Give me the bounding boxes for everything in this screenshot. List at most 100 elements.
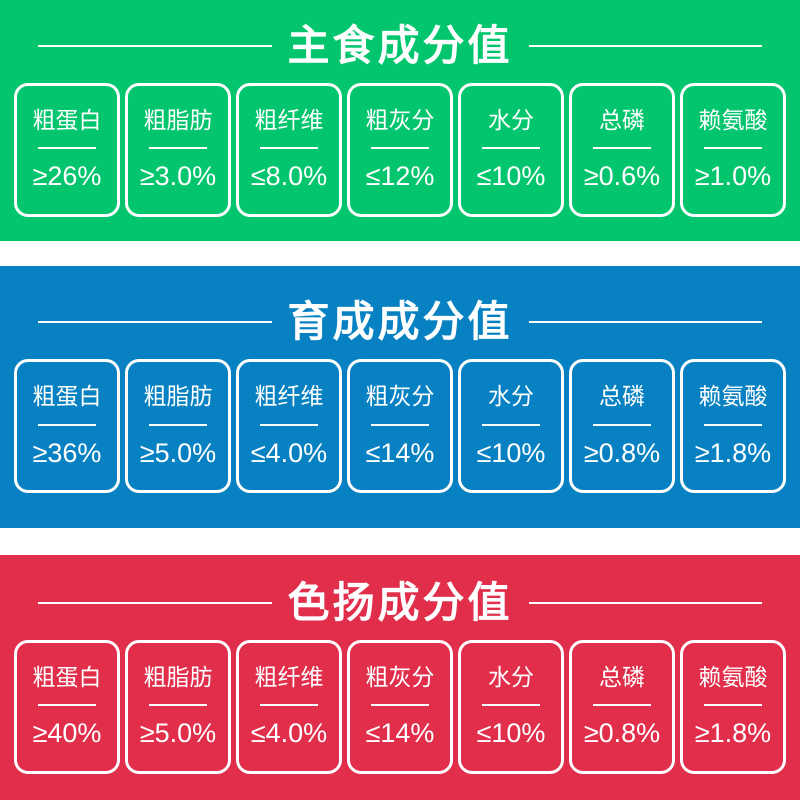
nutrient-label: 粗灰分 bbox=[365, 383, 435, 410]
nutrient-card-lysine: 赖氨酸 ≥1.8% bbox=[680, 639, 786, 774]
nutrient-card-crude-protein: 粗蛋白 ≥36% bbox=[14, 359, 120, 493]
nutrient-card-moisture: 水分 ≤10% bbox=[458, 359, 564, 493]
panel-title: 色扬成分值 bbox=[287, 578, 513, 626]
title-rule-right bbox=[528, 44, 763, 47]
nutrient-value: ≥1.8% bbox=[694, 718, 772, 749]
nutrient-label: 粗蛋白 bbox=[32, 663, 102, 690]
panel-color-enhancing: 色扬成分值 粗蛋白 ≥40% 粗脂肪 ≥5.0% 粗纤维 ≤4.0% 粗灰分 bbox=[0, 555, 800, 800]
nutrient-card-crude-protein: 粗蛋白 ≥26% bbox=[14, 82, 120, 217]
nutrient-card-crude-protein: 粗蛋白 ≥40% bbox=[14, 639, 120, 774]
nutrient-label: 总磷 bbox=[599, 383, 645, 410]
nutrient-label: 粗脂肪 bbox=[143, 383, 213, 410]
card-divider bbox=[371, 704, 429, 707]
nutrient-value: ≤14% bbox=[365, 718, 435, 749]
nutrient-value: ≥40% bbox=[32, 718, 102, 749]
cards-row: 粗蛋白 ≥36% 粗脂肪 ≥5.0% 粗纤维 ≤4.0% 粗灰分 ≤14% 水分 bbox=[14, 359, 786, 493]
nutrient-card-crude-fiber: 粗纤维 ≤8.0% bbox=[236, 82, 342, 217]
nutrient-value: ≤14% bbox=[365, 437, 435, 468]
title-rule-left bbox=[38, 601, 272, 604]
card-divider bbox=[704, 704, 762, 707]
nutrient-label: 粗灰分 bbox=[365, 106, 435, 133]
nutrient-card-crude-ash: 粗灰分 ≤12% bbox=[347, 82, 453, 217]
nutrient-label: 赖氨酸 bbox=[698, 663, 768, 690]
nutrient-label: 赖氨酸 bbox=[698, 383, 768, 410]
nutrient-value: ≤8.0% bbox=[250, 161, 328, 192]
nutrient-label: 水分 bbox=[488, 663, 534, 690]
panel-growth: 育成成分值 粗蛋白 ≥36% 粗脂肪 ≥5.0% 粗纤维 ≤4.0% 粗灰分 bbox=[0, 266, 800, 528]
card-divider bbox=[149, 423, 207, 426]
nutrient-value: ≥5.0% bbox=[139, 718, 217, 749]
nutrient-value: ≤10% bbox=[476, 718, 546, 749]
nutrient-label: 赖氨酸 bbox=[698, 106, 768, 133]
nutrient-value: ≥1.0% bbox=[694, 161, 772, 192]
card-divider bbox=[704, 147, 762, 150]
card-divider bbox=[593, 147, 651, 150]
card-divider bbox=[593, 423, 651, 426]
panel-title: 主食成分值 bbox=[287, 21, 513, 69]
nutrient-card-crude-fiber: 粗纤维 ≤4.0% bbox=[236, 639, 342, 774]
nutrient-label: 水分 bbox=[488, 383, 534, 410]
nutrient-label: 总磷 bbox=[599, 106, 645, 133]
card-divider bbox=[38, 147, 96, 150]
card-divider bbox=[371, 147, 429, 150]
nutrient-card-lysine: 赖氨酸 ≥1.0% bbox=[680, 82, 786, 217]
nutrient-value: ≤12% bbox=[365, 161, 435, 192]
title-rule-left bbox=[38, 44, 272, 47]
nutrient-value: ≥3.0% bbox=[139, 161, 217, 192]
nutrient-card-moisture: 水分 ≤10% bbox=[458, 82, 564, 217]
nutrient-value: ≥0.6% bbox=[583, 161, 661, 192]
nutrient-value: ≤4.0% bbox=[250, 437, 328, 468]
card-divider bbox=[482, 147, 540, 150]
card-divider bbox=[38, 704, 96, 707]
nutrient-value: ≥1.8% bbox=[694, 437, 772, 468]
card-divider bbox=[149, 704, 207, 707]
nutrient-value: ≥5.0% bbox=[139, 437, 217, 468]
nutrient-card-crude-fat: 粗脂肪 ≥5.0% bbox=[125, 359, 231, 493]
card-divider bbox=[482, 423, 540, 426]
title-rule-right bbox=[528, 601, 763, 604]
nutrient-label: 粗脂肪 bbox=[143, 663, 213, 690]
nutrient-card-total-phosphorus: 总磷 ≥0.8% bbox=[569, 359, 675, 493]
nutrient-label: 粗脂肪 bbox=[143, 106, 213, 133]
card-divider bbox=[371, 423, 429, 426]
nutrient-card-moisture: 水分 ≤10% bbox=[458, 639, 564, 774]
nutrient-value: ≥0.8% bbox=[583, 718, 661, 749]
nutrient-card-lysine: 赖氨酸 ≥1.8% bbox=[680, 359, 786, 493]
panel-staple-food: 主食成分值 粗蛋白 ≥26% 粗脂肪 ≥3.0% 粗纤维 ≤8.0% 粗灰分 bbox=[0, 0, 800, 241]
nutrient-card-total-phosphorus: 总磷 ≥0.8% bbox=[569, 639, 675, 774]
card-divider bbox=[482, 704, 540, 707]
panel-title-row: 主食成分值 bbox=[0, 21, 800, 69]
card-divider bbox=[149, 147, 207, 150]
nutrient-card-crude-ash: 粗灰分 ≤14% bbox=[347, 639, 453, 774]
card-divider bbox=[260, 423, 318, 426]
panel-title: 育成成分值 bbox=[287, 298, 513, 345]
panel-title-row: 育成成分值 bbox=[0, 301, 800, 343]
nutrient-card-crude-ash: 粗灰分 ≤14% bbox=[347, 359, 453, 493]
nutrient-card-crude-fat: 粗脂肪 ≥3.0% bbox=[125, 82, 231, 217]
title-rule-left bbox=[38, 321, 272, 323]
nutrient-card-crude-fiber: 粗纤维 ≤4.0% bbox=[236, 359, 342, 493]
nutrient-label: 总磷 bbox=[599, 663, 645, 690]
card-divider bbox=[593, 704, 651, 707]
nutrient-value: ≥36% bbox=[32, 437, 102, 468]
card-divider bbox=[260, 704, 318, 707]
nutrient-value: ≥0.8% bbox=[583, 437, 661, 468]
card-divider bbox=[704, 423, 762, 426]
nutrient-label: 水分 bbox=[488, 106, 534, 133]
nutrient-card-total-phosphorus: 总磷 ≥0.6% bbox=[569, 82, 675, 217]
nutrient-label: 粗纤维 bbox=[254, 383, 324, 410]
nutrient-value: ≤4.0% bbox=[250, 718, 328, 749]
nutrient-label: 粗灰分 bbox=[365, 663, 435, 690]
panel-title-row: 色扬成分值 bbox=[0, 578, 800, 626]
nutrient-card-crude-fat: 粗脂肪 ≥5.0% bbox=[125, 639, 231, 774]
card-divider bbox=[38, 423, 96, 426]
nutrient-value: ≤10% bbox=[476, 437, 546, 468]
nutrient-label: 粗蛋白 bbox=[32, 106, 102, 133]
cards-row: 粗蛋白 ≥40% 粗脂肪 ≥5.0% 粗纤维 ≤4.0% 粗灰分 ≤14% 水分 bbox=[14, 639, 786, 774]
nutrient-label: 粗蛋白 bbox=[32, 383, 102, 410]
nutrient-value: ≥26% bbox=[32, 161, 102, 192]
card-divider bbox=[260, 147, 318, 150]
title-rule-right bbox=[528, 321, 763, 323]
cards-row: 粗蛋白 ≥26% 粗脂肪 ≥3.0% 粗纤维 ≤8.0% 粗灰分 ≤12% 水分 bbox=[14, 82, 786, 217]
